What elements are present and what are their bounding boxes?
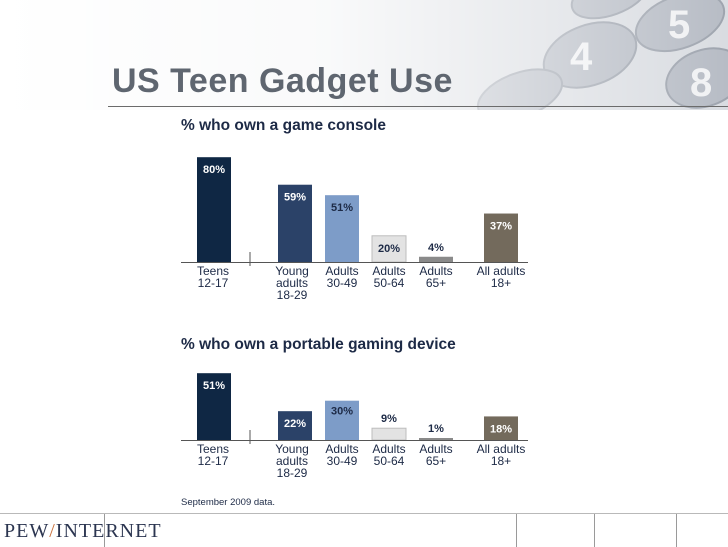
footer-divider: [676, 514, 677, 547]
category-label: 65+: [426, 276, 446, 290]
bar-value-label: 4%: [428, 242, 444, 254]
category-label: 18-29: [277, 288, 308, 302]
pew-internet-logo: PEW/INTERNET: [4, 520, 162, 542]
category-label: 18+: [491, 276, 511, 290]
category-label: 50-64: [374, 276, 405, 290]
bar-value-label: 22%: [284, 418, 306, 430]
bar-value-label: 51%: [331, 202, 353, 214]
category-label: 12-17: [198, 454, 229, 468]
category-label: Adults: [372, 264, 405, 278]
bar: [484, 416, 518, 440]
source-footnote: September 2009 data.: [181, 497, 276, 508]
bar-value-label: 18%: [490, 423, 512, 435]
title-divider: [108, 106, 728, 107]
bar: [325, 400, 359, 440]
bar: [325, 195, 359, 262]
category-label: Adults: [325, 264, 358, 278]
bar: [278, 411, 312, 440]
category-label: 50-64: [374, 454, 405, 468]
bar: [419, 438, 453, 440]
category-label: adults: [276, 454, 308, 468]
category-label: Young: [275, 442, 309, 456]
bar-value-label: 37%: [490, 221, 512, 233]
keypad-background-image: 4 5 8: [0, 0, 728, 110]
category-label: Adults: [325, 442, 358, 456]
category-label: Teens: [197, 264, 229, 278]
bar: [371, 427, 407, 441]
category-label: Teens: [197, 442, 229, 456]
category-label: Adults: [419, 264, 452, 278]
category-label: 30-49: [327, 454, 358, 468]
bar-value-label: 1%: [428, 423, 444, 435]
category-label: 30-49: [327, 276, 358, 290]
footer-bar: PEW/INTERNET: [0, 513, 728, 547]
slide-title: US Teen Gadget Use: [112, 62, 453, 100]
bar: [197, 157, 231, 262]
category-label: All adults: [477, 442, 526, 456]
category-label: 18-29: [277, 466, 308, 480]
bar-value-label: 20%: [378, 243, 400, 255]
category-label: 65+: [426, 454, 446, 468]
chart-title-portable-device: % who own a portable gaming device: [181, 336, 456, 353]
category-label: Adults: [419, 442, 452, 456]
bar-value-label: 59%: [284, 192, 306, 204]
bar-value-label: 30%: [331, 406, 353, 418]
bar: [419, 256, 453, 262]
category-label: Adults: [372, 442, 405, 456]
footer-divider: [104, 514, 105, 547]
bar-value-label: 51%: [203, 380, 225, 392]
footer-divider: [594, 514, 595, 547]
chart-title-game-console: % who own a game console: [181, 117, 386, 134]
bar-value-label: 80%: [203, 164, 225, 176]
category-label: Young: [275, 264, 309, 278]
category-label: 12-17: [198, 276, 229, 290]
bar: [278, 184, 312, 262]
bar-value-label: 9%: [381, 413, 397, 425]
category-label: 18+: [491, 454, 511, 468]
category-label: adults: [276, 276, 308, 290]
bar: [197, 373, 231, 440]
footer-divider: [516, 514, 517, 547]
category-label: All adults: [477, 264, 526, 278]
bar: [484, 213, 518, 262]
